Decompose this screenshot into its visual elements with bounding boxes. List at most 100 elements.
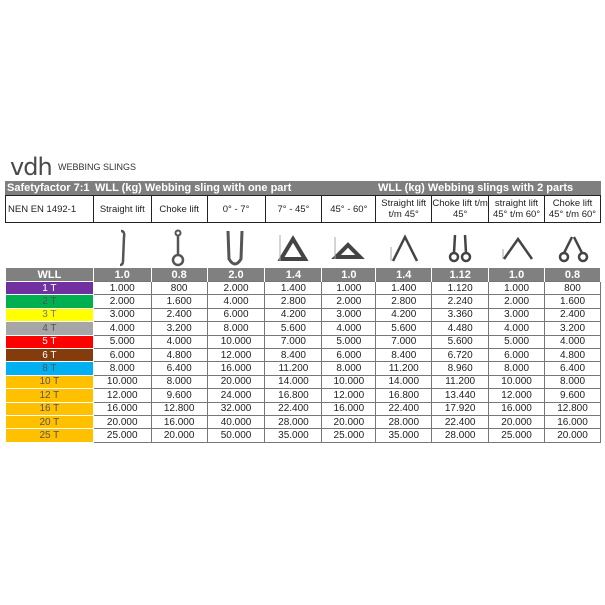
lift-type-0: NEN EN 1492-1 [5,195,94,223]
wll-value: 6.000 [92,347,152,363]
capacity-label: 1 T [5,280,94,296]
wll-value: 6.400 [150,361,208,376]
wll-value: 2.400 [544,307,601,323]
two-leg-straight-45-icon [390,234,419,262]
wll-value: 7.000 [375,334,433,349]
table-row: 1 T 1.000 800 2.000 1.400 1.000 1.400 1.120 1.00… [5,280,601,296]
factor-cell: 1.0 [92,267,152,282]
wll-value: 3.000 [488,307,546,323]
wll-value: 12.800 [544,401,601,416]
wll-value: 16.800 [375,388,433,403]
wll-value: 25.000 [488,428,546,443]
table-row: 20 T 20.000 16.000 40.000 28.000 20.000 28.000… [5,414,601,430]
two-leg-choke-45-icon [448,234,471,263]
wll-value: 1.400 [375,280,433,296]
wll-value: 800 [544,280,601,296]
lift-type-1: Straight lift [92,195,152,223]
lift-type-8: straight lift 45° t/m 60° [488,195,545,223]
wll-value: 5.600 [431,334,490,349]
sling-icons-row [5,223,601,267]
table-row: 5 T 5.000 4.000 10.000 7.000 5.000 7.000 5.600 5… [5,334,601,349]
wll-value: 25.000 [321,428,377,443]
capacity-label: 5 T [5,334,94,349]
capacity-label: 10 T [5,374,94,390]
wll-value: 8.000 [206,321,266,336]
table-row: 3 T 3.000 2.400 6.000 4.200 3.000 4.200 3.360 3.… [5,307,601,323]
wll-value: 16.000 [150,414,208,430]
wll-value: 5.600 [264,321,323,336]
factor-cell: 1.0 [488,267,546,282]
wll-value: 6.400 [544,361,601,376]
wll-value: 9.600 [544,388,601,403]
wll-value: 4.480 [431,321,490,336]
wll-header: WLL [5,267,94,282]
wll-value: 14.000 [375,374,433,390]
lift-type-6: Straight lift t/m 45° [375,195,433,223]
wll-value: 8.400 [264,347,323,363]
wll-table: WLL 1.0 0.8 2.0 1.4 1.0 1.4 1.12 1.0 0.8 1 T 1.000 8… [5,267,601,443]
wll-value: 22.400 [264,401,323,416]
wll-value: 10.000 [321,374,377,390]
wll-value: 4.000 [92,321,152,336]
wll-value: 28.000 [264,414,323,430]
capacity-label: 25 T [5,428,94,443]
one-part-header: WLL (kg) Webbing sling with one part [95,182,292,194]
wll-value: 1.600 [544,294,601,309]
wll-value: 4.000 [488,321,546,336]
wll-value: 5.000 [488,334,546,349]
basket-sling-7-45-icon [276,235,309,261]
wll-value: 12.000 [206,347,266,363]
wll-value: 12.000 [321,388,377,403]
wll-value: 1.600 [150,294,208,309]
wll-value: 22.400 [431,414,490,430]
factor-cell: 2.0 [206,267,266,282]
wll-value: 17.920 [431,401,490,416]
wll-value: 20.000 [321,414,377,430]
wll-value: 6.720 [431,347,490,363]
wll-value: 11.200 [431,374,490,390]
wll-value: 16.000 [488,401,546,416]
wll-value: 4.200 [264,307,323,323]
wll-value: 16.000 [206,361,266,376]
factor-cell: 0.8 [544,267,601,282]
table-row: 10 T 10.000 8.000 20.000 14.000 10.000 14.000 1… [5,374,601,390]
table-row: 12 T 12.000 9.600 24.000 16.800 12.000 16.800 1… [5,388,601,403]
wll-value: 14.000 [264,374,323,390]
factor-cell: 1.0 [321,267,377,282]
lift-type-header: NEN EN 1492-1 Straight lift Choke lift 0° -… [5,195,601,223]
wll-value: 12.800 [150,401,208,416]
wll-value: 20.000 [544,428,601,443]
wll-value: 3.000 [92,307,152,323]
wll-value: 16.000 [92,401,152,416]
wll-value: 6.000 [321,347,377,363]
lift-type-7: Choke lift t/m 45° [431,195,490,223]
wll-value: 4.000 [544,334,601,349]
wll-value: 8.000 [92,361,152,376]
wll-value: 8.400 [375,347,433,363]
factor-cell: 0.8 [150,267,208,282]
wll-value: 8.000 [321,361,377,376]
wll-value: 2.400 [150,307,208,323]
wll-value: 5.600 [375,321,433,336]
wll-value: 4.800 [150,347,208,363]
capacity-label: 12 T [5,388,94,403]
wll-value: 6.000 [488,347,546,363]
page-title: WEBBING SLINGS [58,162,137,172]
wll-value: 20.000 [488,414,546,430]
table-row: 4 T 4.000 3.200 8.000 5.600 4.000 5.600 4.480 4.… [5,321,601,336]
wll-value: 28.000 [431,428,490,443]
factor-cell: 1.4 [375,267,433,282]
wll-value: 9.600 [150,388,208,403]
wll-value: 8.960 [431,361,490,376]
wll-value: 16.000 [544,414,601,430]
table-row: 8 T 8.000 6.400 16.000 11.200 8.000 11.200 8.96… [5,361,601,376]
wll-value: 1.400 [264,280,323,296]
wll-value: 3.200 [150,321,208,336]
wll-value: 1.000 [92,280,152,296]
wll-value: 16.800 [264,388,323,403]
table-row: 16 T 16.000 12.800 32.000 22.400 16.000 22.400… [5,401,601,416]
wll-value: 3.200 [544,321,601,336]
wll-value: 5.000 [92,334,152,349]
capacity-label: 2 T [5,294,94,309]
capacity-label: 4 T [5,321,94,336]
